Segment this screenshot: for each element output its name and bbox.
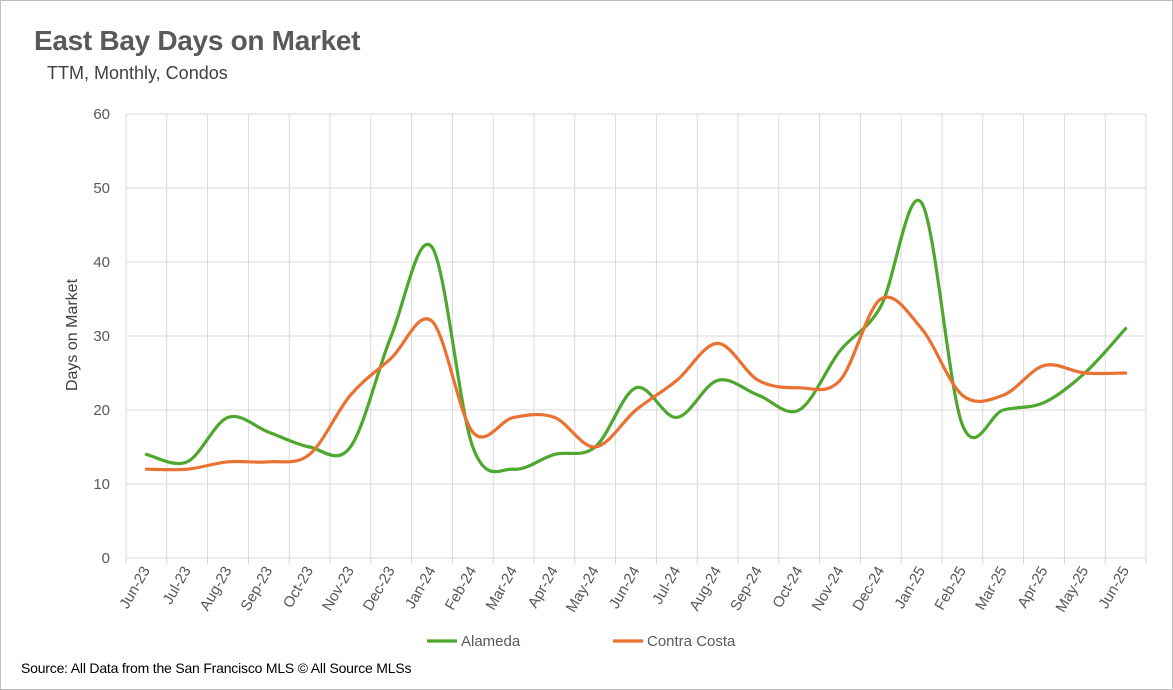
chart-subtitle: TTM, Monthly, Condos <box>47 63 228 83</box>
legend-label-alameda: Alameda <box>461 633 521 650</box>
series-layer <box>144 198 1128 474</box>
chart-title: East Bay Days on Market <box>34 25 361 56</box>
y-tick-label: 10 <box>93 476 110 493</box>
x-tick-label: Jul-23 <box>160 564 195 608</box>
source-note: Source: All Data from the San Francisco … <box>21 660 412 676</box>
x-tick-label: Apr-24 <box>525 564 562 611</box>
x-tick-label: Aug-23 <box>197 564 236 614</box>
legend-label-contra-costa: Contra Costa <box>647 633 736 650</box>
x-tick-label: Jan-24 <box>402 564 440 612</box>
x-tick-label: Sep-23 <box>237 564 276 614</box>
x-tick-label: Jun-24 <box>606 564 644 612</box>
x-tick-label: Feb-24 <box>442 564 480 614</box>
x-tick-label: May-25 <box>1053 564 1093 616</box>
x-tick-label: May-24 <box>563 564 603 616</box>
x-tick-label: Jul-24 <box>649 564 684 608</box>
x-tick-label: Mar-25 <box>972 563 1010 613</box>
x-tick-label: Sep-24 <box>727 564 766 614</box>
x-tick-label: Oct-23 <box>280 564 317 611</box>
y-tick-label: 40 <box>93 254 110 271</box>
x-tick-label: Jun-23 <box>116 564 154 612</box>
y-tick-label: 50 <box>93 180 110 197</box>
series-line-contra-costa <box>144 295 1128 472</box>
x-tick-label: Dec-23 <box>360 564 399 614</box>
x-tick-label: Dec-24 <box>849 564 888 614</box>
x-tick-label: Apr-25 <box>1014 564 1051 611</box>
x-tick-label: Feb-25 <box>931 564 969 614</box>
x-tick-label: Nov-23 <box>319 564 358 614</box>
y-tick-label: 20 <box>93 402 110 419</box>
x-tick-label: Jun-25 <box>1095 564 1133 612</box>
y-tick-label: 30 <box>93 328 110 345</box>
y-axis-title: Days on Market <box>64 278 81 391</box>
grid-layer <box>125 113 1147 564</box>
x-tick-label: Nov-24 <box>809 564 848 614</box>
y-tick-label: 60 <box>93 106 110 123</box>
series-line-alameda <box>144 198 1128 474</box>
y-tick-label: 0 <box>102 550 110 567</box>
x-tick-label: Aug-24 <box>686 564 725 614</box>
x-tick-label: Oct-24 <box>769 564 806 611</box>
x-tick-label: Mar-24 <box>483 564 521 614</box>
x-tick-label: Jan-25 <box>891 564 929 612</box>
legend: Alameda Contra Costa <box>427 633 736 650</box>
